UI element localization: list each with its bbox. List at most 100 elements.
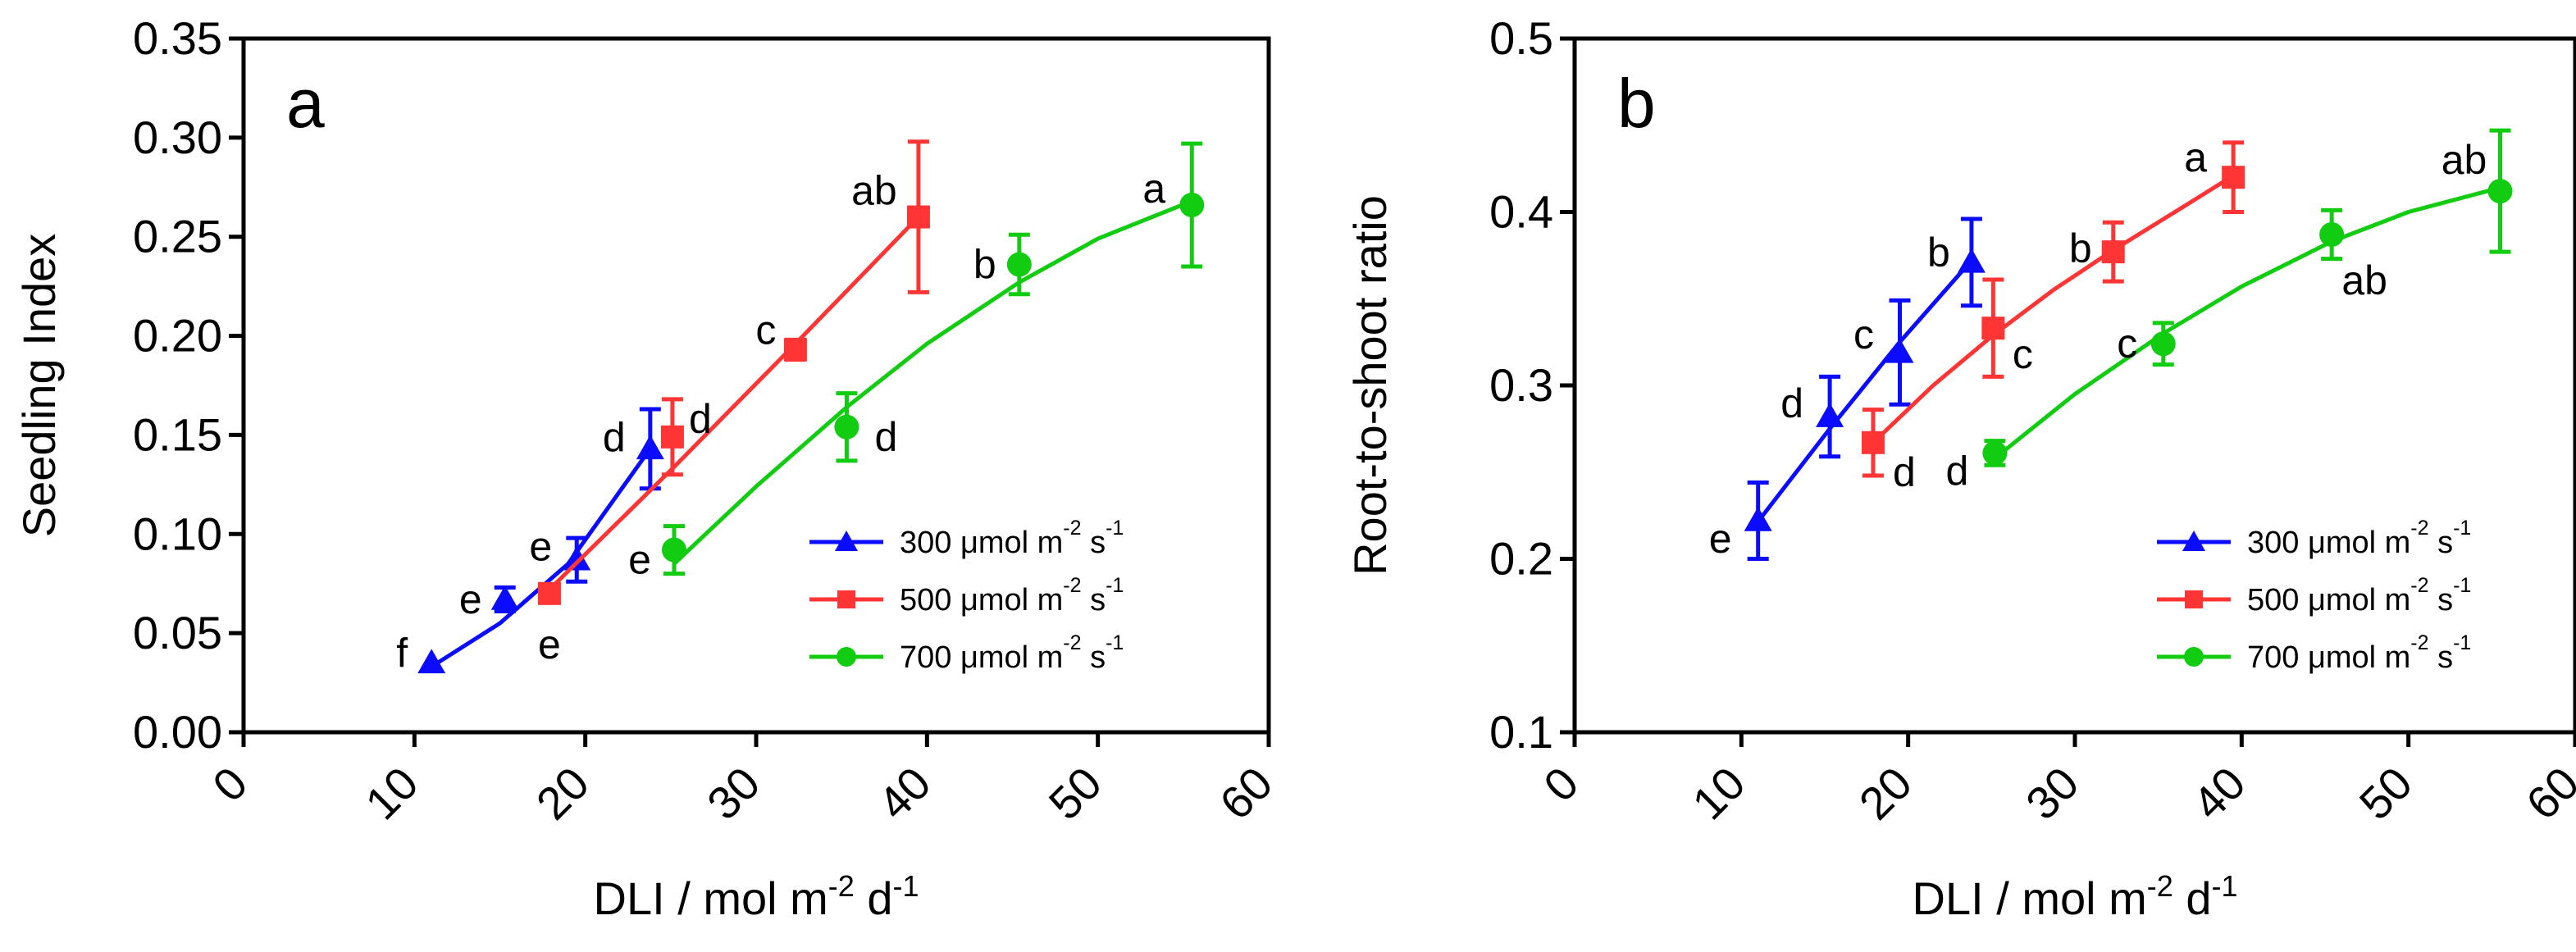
legend-label: 500 μmol m-2 s-1 [900, 574, 1124, 617]
x-axis-title: DLI / mol m-2 d-1 [594, 869, 919, 924]
y-tick-label: 0.4 [1489, 186, 1553, 238]
y-tick-label: 0.1 [1489, 706, 1553, 758]
significance-label: d [689, 396, 712, 442]
legend-marker-square [837, 590, 855, 608]
fit-line [426, 447, 652, 671]
data-point-circle [2150, 331, 2176, 357]
legend-item-300: 300 μmol m-2 s-1 [809, 517, 1124, 560]
y-tick-label: 0.25 [133, 211, 222, 262]
significance-label: a [1142, 166, 1165, 212]
y-tick-label: 0.3 [1489, 359, 1553, 411]
chart-panel-a: 0.00 0.05 0.10 0.15 0.20 0.25 0.30 0.35 0 10 20 30 4… [13, 12, 1282, 924]
significance-label: b [2069, 225, 2092, 271]
legend-marker-square [2185, 590, 2203, 608]
significance-label: e [1709, 516, 1732, 562]
x-tick-label: 50 [1039, 757, 1112, 830]
data-point-triangle [1816, 403, 1844, 427]
significance-label: e [529, 524, 552, 570]
significance-label: b [973, 242, 996, 288]
series-700: e d b a [628, 141, 1205, 583]
plot-frame [1572, 36, 2576, 735]
data-point-triangle [1885, 338, 1914, 363]
legend-label: 300 μmol m-2 s-1 [2247, 517, 2471, 560]
data-point-triangle [563, 545, 591, 571]
x-axis-title: DLI / mol m-2 d-1 [1913, 869, 2238, 924]
legend-item-500: 500 μmol m-2 s-1 [809, 574, 1124, 617]
data-point-circle [2487, 179, 2513, 204]
x-tick-label: 40 [2182, 757, 2255, 830]
significance-label: ab [2442, 137, 2487, 183]
y-tick-label: 0.5 [1489, 12, 1553, 64]
panel-letter: b [1617, 65, 1656, 142]
data-point-triangle [417, 649, 446, 674]
series-300: e d c b [1709, 216, 1986, 562]
data-point-circle [834, 414, 859, 440]
series-300: f e e d [396, 407, 664, 676]
legend-label: 700 μmol m-2 s-1 [2247, 631, 2471, 675]
significance-label: c [755, 307, 776, 353]
legend-label: 500 μmol m-2 s-1 [2247, 574, 2471, 617]
y-tick-label: 0.10 [133, 508, 222, 559]
data-point-circle [1982, 440, 2008, 466]
x-tick-label: 20 [527, 757, 600, 830]
legend-marker-triangle [835, 531, 858, 551]
data-point-triangle [1744, 506, 1772, 531]
x-tick-label: 40 [868, 757, 941, 830]
significance-label: c [2013, 331, 2033, 377]
fit-line [1753, 259, 1973, 527]
data-point-triangle [490, 585, 519, 610]
significance-label: ab [2341, 257, 2387, 303]
chart-panel-b: 0.1 0.2 0.3 0.4 0.5 0 10 20 30 40 50 60 DLI / mol m-… [1344, 12, 2576, 924]
series-700: d c ab ab [1945, 128, 2513, 494]
fit-line [1993, 185, 2501, 460]
y-tick-label: 0.20 [133, 310, 222, 362]
x-tick-label: 10 [355, 757, 428, 830]
series-500: d c b a [1861, 134, 2245, 495]
data-point-square [2101, 240, 2125, 264]
y-tick-label: 0.15 [133, 408, 222, 460]
y-tick-label: 0.00 [133, 706, 222, 758]
data-point-circle [662, 537, 686, 563]
data-point-circle [1006, 252, 1032, 277]
legend-item-700: 700 μmol m-2 s-1 [809, 631, 1124, 675]
x-tick-label: 50 [2350, 757, 2423, 830]
y-tick-label: 0.2 [1489, 533, 1553, 585]
y-tick-label: 0.05 [133, 607, 222, 658]
x-tick-label: 60 [1210, 757, 1283, 830]
significance-label: c [2117, 321, 2137, 367]
legend-marker-circle [837, 647, 856, 667]
legend-label: 300 μmol m-2 s-1 [900, 517, 1124, 560]
significance-label: d [875, 414, 898, 460]
fit-line [672, 198, 1193, 566]
significance-label: d [1893, 449, 1916, 495]
legend-label: 700 μmol m-2 s-1 [900, 631, 1124, 675]
y-tick-label: 0.35 [133, 12, 222, 64]
significance-label: c [1853, 312, 1874, 358]
x-tick-label: 10 [1682, 757, 1755, 830]
fit-line [1872, 173, 2235, 444]
data-point-square [1981, 317, 2005, 340]
y-axis-title: Root-to-shoot ratio [1344, 195, 1396, 576]
data-point-circle [2319, 221, 2345, 247]
data-point-square [1861, 430, 1885, 454]
significance-label: d [1945, 448, 1968, 494]
significance-label: ab [851, 168, 897, 214]
data-point-square [537, 581, 561, 605]
data-point-square [660, 425, 684, 449]
x-tick-label: 20 [1849, 757, 1922, 830]
x-tick-label: 60 [2516, 757, 2576, 830]
data-point-triangle [636, 435, 664, 460]
legend-item-300: 300 μmol m-2 s-1 [2157, 517, 2471, 560]
data-point-square [2222, 166, 2245, 189]
y-tick-label: 0.30 [133, 112, 222, 163]
significance-label: e [628, 537, 651, 583]
legend-item-500: 500 μmol m-2 s-1 [2157, 574, 2471, 617]
data-point-square [906, 205, 930, 229]
legend: 300 μmol m-2 s-1 500 μmol m-2 s-1 700 μmol… [809, 517, 1124, 675]
legend-marker-circle [2184, 647, 2204, 667]
significance-label: d [603, 414, 626, 460]
panel-letter: a [286, 65, 325, 142]
x-tick-label: 0 [1534, 757, 1589, 812]
